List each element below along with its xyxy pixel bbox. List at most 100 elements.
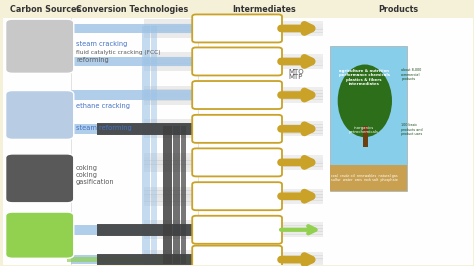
Bar [144, 224, 238, 228]
Bar [67, 257, 195, 262]
Bar [72, 124, 195, 134]
Bar [278, 155, 323, 159]
Bar [278, 261, 323, 264]
FancyBboxPatch shape [192, 148, 282, 176]
Text: Carbon Sources: Carbon Sources [10, 5, 81, 14]
Bar [144, 26, 238, 31]
Bar [144, 257, 238, 262]
Text: inorganics
petrochemicals: inorganics petrochemicals [349, 126, 379, 134]
Bar [144, 123, 238, 127]
Bar [144, 201, 238, 206]
Bar [144, 254, 238, 258]
Bar [72, 255, 195, 264]
Text: about 8,000
commercial
products: about 8,000 commercial products [401, 68, 421, 81]
Text: propylene: propylene [214, 57, 260, 66]
FancyBboxPatch shape [192, 47, 282, 76]
Text: ethylene: ethylene [217, 24, 257, 33]
Bar [97, 254, 195, 265]
Bar [144, 235, 238, 239]
Bar [144, 160, 238, 164]
FancyBboxPatch shape [192, 246, 282, 266]
Bar [278, 225, 323, 229]
FancyBboxPatch shape [192, 182, 282, 210]
Text: reforming: reforming [76, 57, 109, 63]
Bar [163, 126, 173, 264]
Bar [278, 54, 323, 57]
Text: coal: coal [29, 174, 50, 183]
Bar [144, 194, 238, 198]
FancyBboxPatch shape [6, 212, 74, 258]
Bar [278, 93, 323, 97]
Text: 100 basic
products and
product uses: 100 basic products and product uses [401, 123, 423, 136]
Bar [278, 194, 323, 198]
Bar [144, 56, 238, 60]
Bar [144, 164, 238, 168]
Bar [278, 133, 323, 136]
Bar [144, 63, 238, 67]
Bar [278, 264, 323, 266]
Bar [173, 126, 180, 264]
Bar [278, 222, 323, 226]
Bar [144, 231, 238, 236]
Bar [144, 89, 238, 93]
Text: coal  crude oil  renewables  natural gas
sulfur  water  ores  rock salt  phospha: coal crude oil renewables natural gas su… [330, 173, 398, 182]
Bar [278, 63, 323, 66]
Bar [3, 1, 474, 18]
Text: MTP: MTP [289, 74, 303, 80]
Bar [278, 197, 323, 201]
Text: steam reforming: steam reforming [76, 124, 132, 131]
Bar [278, 121, 323, 125]
Bar [278, 87, 323, 91]
Bar [144, 52, 238, 56]
Bar [278, 228, 323, 232]
Bar [142, 26, 150, 262]
FancyBboxPatch shape [6, 154, 74, 203]
Bar [144, 119, 238, 123]
Bar [72, 24, 195, 33]
Bar [144, 187, 238, 191]
Bar [144, 59, 238, 64]
Bar [330, 45, 408, 191]
Bar [144, 85, 238, 90]
Bar [278, 255, 323, 259]
Bar [278, 32, 323, 36]
Text: acetylene: acetylene [215, 225, 259, 234]
Text: coking: coking [76, 172, 98, 178]
Bar [278, 252, 323, 256]
Bar [144, 190, 238, 195]
Bar [144, 19, 238, 23]
Bar [278, 65, 323, 69]
Bar [144, 157, 238, 161]
Bar [72, 225, 195, 235]
Bar [278, 27, 323, 30]
Bar [278, 124, 323, 128]
Text: renewables: renewables [10, 231, 69, 240]
Text: Intermediates: Intermediates [232, 5, 296, 14]
Text: gasification: gasification [76, 179, 115, 185]
Text: Products: Products [378, 5, 418, 14]
Bar [278, 30, 323, 33]
Bar [278, 200, 323, 204]
Text: toluene: toluene [220, 158, 255, 167]
Bar [144, 30, 238, 34]
FancyBboxPatch shape [6, 19, 74, 73]
Bar [278, 99, 323, 103]
Text: xylene: xylene [222, 192, 252, 201]
Bar [278, 60, 323, 63]
Bar [144, 198, 238, 202]
Bar [144, 153, 238, 157]
Bar [144, 127, 238, 131]
Bar [144, 93, 238, 97]
Bar [278, 158, 323, 161]
Text: steam cracking: steam cracking [76, 41, 128, 47]
Text: syngas: syngas [221, 255, 253, 264]
Text: oil
naphtha: oil naphtha [18, 36, 61, 56]
FancyBboxPatch shape [6, 90, 74, 139]
Ellipse shape [337, 64, 392, 137]
Bar [278, 231, 323, 235]
Bar [144, 220, 238, 225]
Bar [144, 130, 238, 135]
Bar [278, 161, 323, 164]
Text: C4 olefins: C4 olefins [215, 90, 259, 99]
Text: fluid catalytic cracking (FCC): fluid catalytic cracking (FCC) [76, 50, 161, 55]
